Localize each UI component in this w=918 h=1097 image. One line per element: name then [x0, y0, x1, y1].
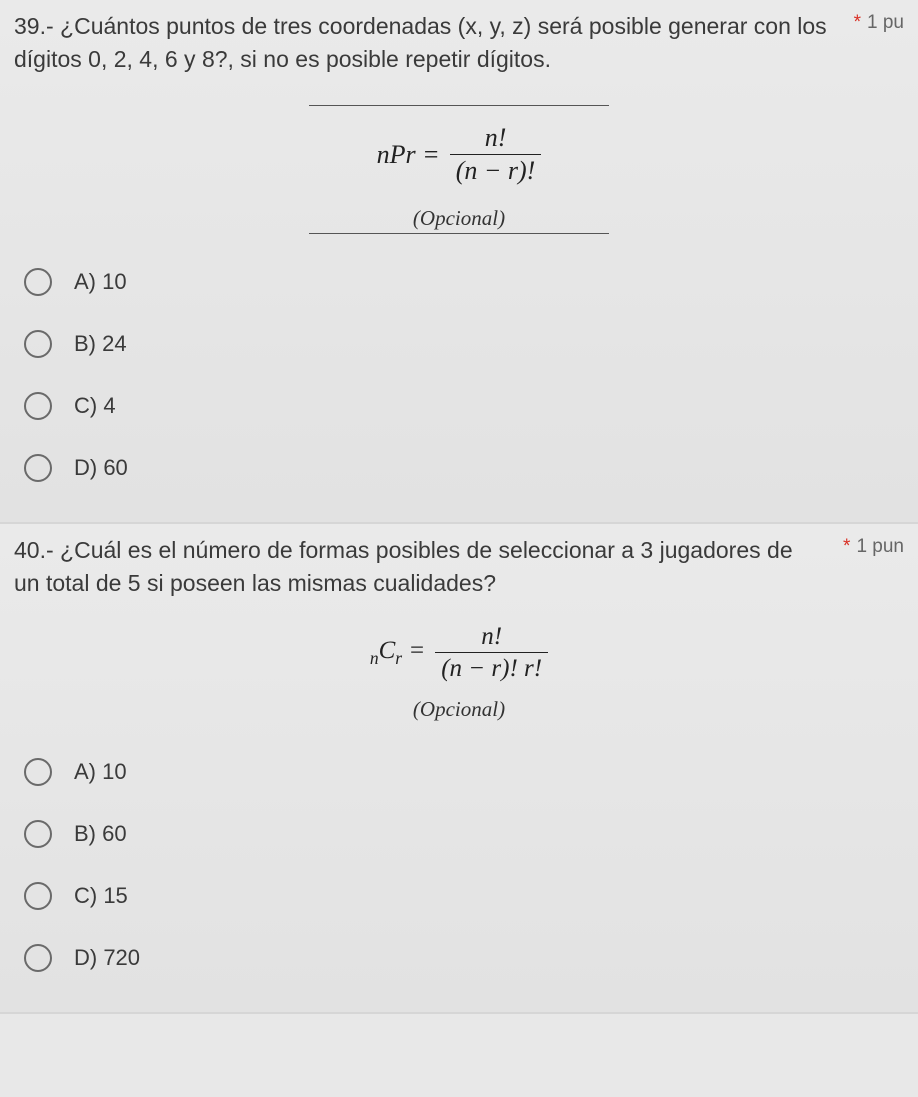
radio-icon[interactable] — [24, 820, 52, 848]
question-number: 39.- — [14, 13, 54, 39]
option-label: C) 4 — [74, 393, 116, 419]
formula-body: nCr = n! (n − r)! r! — [329, 623, 589, 683]
option-d[interactable]: D) 60 — [24, 454, 904, 482]
radio-icon[interactable] — [24, 268, 52, 296]
formula-numerator: n! — [475, 623, 508, 653]
option-a[interactable]: A) 10 — [24, 758, 904, 786]
option-d[interactable]: D) 720 — [24, 944, 904, 972]
option-label: B) 24 — [74, 331, 127, 357]
formula-body: nPr = n! (n − r)! — [309, 124, 609, 186]
formula-permutation: nPr = n! (n − r)! (Opcional) — [309, 105, 609, 234]
formula-top-rule — [309, 105, 609, 106]
options-list: A) 10 B) 60 C) 15 D) 720 — [14, 758, 904, 972]
formula-caption: (Opcional) — [329, 697, 589, 724]
formula-combination: nCr = n! (n − r)! r! (Opcional) — [329, 623, 589, 724]
formula-denominator: (n − r)! — [450, 154, 542, 186]
question-body: ¿Cuál es el número de formas posibles de… — [14, 537, 793, 596]
formula-main-symbol: C — [379, 637, 396, 664]
question-40: 40.- ¿Cuál es el número de formas posibl… — [0, 524, 918, 1014]
formula-fraction: n! (n − r)! — [450, 124, 542, 186]
points-label: * 1 pun — [843, 534, 904, 558]
option-c[interactable]: C) 15 — [24, 882, 904, 910]
formula-lhs: nPr = — [377, 140, 440, 170]
question-body: ¿Cuántos puntos de tres coordenadas (x, … — [14, 13, 827, 72]
option-label: D) 60 — [74, 455, 128, 481]
formula-eq: = — [402, 637, 425, 664]
question-header: 39.- ¿Cuántos puntos de tres coordenadas… — [14, 10, 904, 77]
option-b[interactable]: B) 24 — [24, 330, 904, 358]
formula-denominator: (n − r)! r! — [435, 652, 548, 683]
radio-icon[interactable] — [24, 330, 52, 358]
option-label: B) 60 — [74, 821, 127, 847]
options-list: A) 10 B) 24 C) 4 D) 60 — [14, 268, 904, 482]
radio-icon[interactable] — [24, 392, 52, 420]
required-star-icon: * — [843, 536, 850, 557]
option-c[interactable]: C) 4 — [24, 392, 904, 420]
formula-fraction: n! (n − r)! r! — [435, 623, 548, 683]
radio-icon[interactable] — [24, 882, 52, 910]
option-label: A) 10 — [74, 759, 127, 785]
formula-numerator: n! — [479, 124, 513, 155]
option-a[interactable]: A) 10 — [24, 268, 904, 296]
required-star-icon: * — [854, 12, 861, 33]
question-text: 39.- ¿Cuántos puntos de tres coordenadas… — [14, 10, 830, 77]
question-text: 40.- ¿Cuál es el número de formas posibl… — [14, 534, 819, 601]
radio-icon[interactable] — [24, 454, 52, 482]
formula-lhs: nCr = — [370, 637, 425, 669]
points-label: * 1 pu — [854, 10, 904, 34]
question-header: 40.- ¿Cuál es el número de formas posibl… — [14, 534, 904, 601]
points-text: 1 pun — [856, 536, 904, 557]
question-39: 39.- ¿Cuántos puntos de tres coordenadas… — [0, 0, 918, 524]
radio-icon[interactable] — [24, 758, 52, 786]
option-label: A) 10 — [74, 269, 127, 295]
formula-caption: (Opcional) — [309, 206, 609, 234]
option-label: C) 15 — [74, 883, 128, 909]
option-label: D) 720 — [74, 945, 140, 971]
option-b[interactable]: B) 60 — [24, 820, 904, 848]
question-number: 40.- — [14, 537, 54, 563]
radio-icon[interactable] — [24, 944, 52, 972]
points-text: 1 pu — [867, 12, 904, 33]
formula-pre-sub: n — [370, 648, 379, 668]
